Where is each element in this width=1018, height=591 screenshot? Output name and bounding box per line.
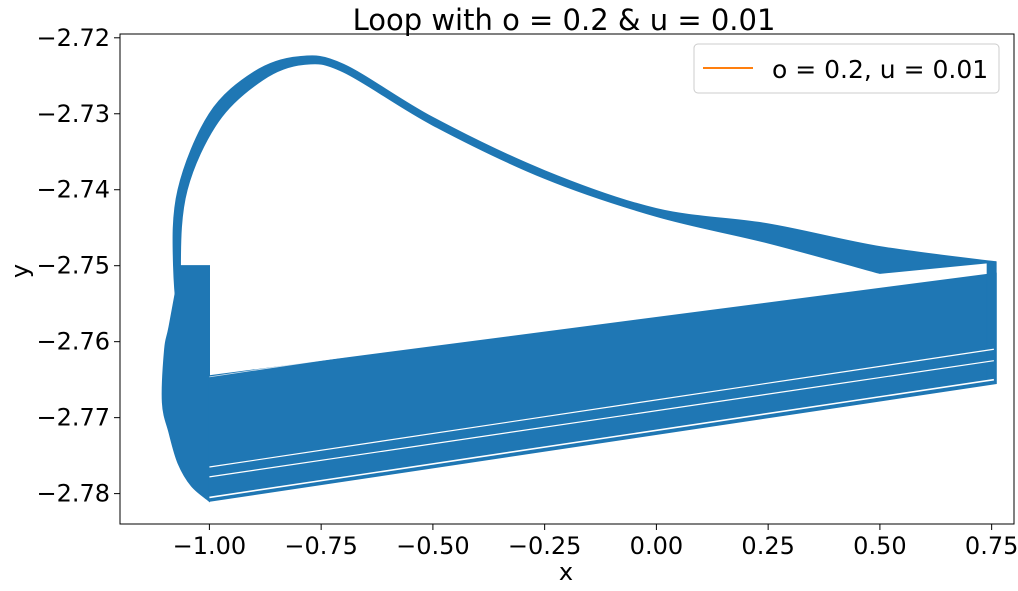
band-inner-edge <box>209 277 880 378</box>
y-tick-label: −2.75 <box>36 252 110 280</box>
axes-frame <box>119 33 1015 525</box>
y-tick-label: −2.77 <box>36 404 110 432</box>
y-tick-label: −2.73 <box>36 100 110 128</box>
series-marks <box>161 55 997 503</box>
chart-title: Loop with o = 0.2 & u = 0.01 <box>353 3 776 37</box>
y-tick-label: −2.78 <box>36 480 110 508</box>
x-tick-label: −0.50 <box>396 532 470 560</box>
legend: o = 0.2, u = 0.01 <box>693 43 1000 94</box>
band-gap-line <box>209 378 995 499</box>
x-tick-label: −1.00 <box>173 532 247 560</box>
x-tick-label: 0.25 <box>741 532 794 560</box>
x-tick-label: 0.75 <box>965 532 1018 560</box>
band-gap-line <box>209 360 994 478</box>
x-axis-title: x <box>559 558 573 586</box>
y-axis-title: y <box>6 264 34 278</box>
x-tick-label: 0.50 <box>853 532 906 560</box>
loop-left-bulge <box>161 265 210 503</box>
band-gap-line <box>209 348 994 468</box>
loop-lower-band <box>208 272 997 502</box>
y-tick-label: −2.74 <box>36 176 110 204</box>
x-tick-label: 0.00 <box>630 532 683 560</box>
loop-upper-band <box>172 55 997 386</box>
x-tick-label: −0.25 <box>508 532 582 560</box>
plot-frame <box>119 33 1015 525</box>
loop-right-edge <box>986 261 997 384</box>
y-tick-label: −2.76 <box>36 328 110 356</box>
legend-box <box>693 43 1000 94</box>
x-tick-label: −0.75 <box>284 532 358 560</box>
x-axis: −1.00 −0.75 −0.50 −0.25 0.00 0.25 0.50 0.75 <box>173 524 1018 560</box>
y-axis: −2.72 −2.73 −2.74 −2.75 −2.76 −2.77 −2.78 <box>36 24 120 508</box>
legend-label: o = 0.2, u = 0.01 <box>772 55 988 84</box>
y-tick-label: −2.72 <box>36 24 110 52</box>
